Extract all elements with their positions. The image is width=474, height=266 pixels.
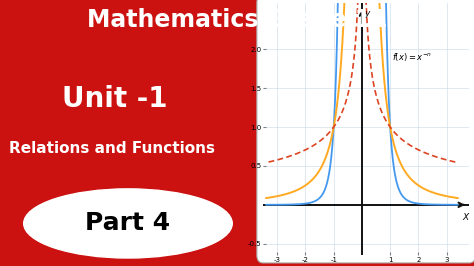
Text: y: y (364, 9, 370, 18)
Text: Mathematics Grade 11: Mathematics Grade 11 (87, 8, 387, 32)
FancyBboxPatch shape (257, 0, 474, 263)
Text: X: X (462, 213, 468, 222)
Text: $f(x) = x^{-n}$: $f(x) = x^{-n}$ (392, 51, 432, 63)
Text: Relations and Functions: Relations and Functions (9, 141, 216, 156)
Text: Part 4: Part 4 (85, 211, 171, 235)
Text: Unit -1: Unit -1 (62, 85, 167, 113)
